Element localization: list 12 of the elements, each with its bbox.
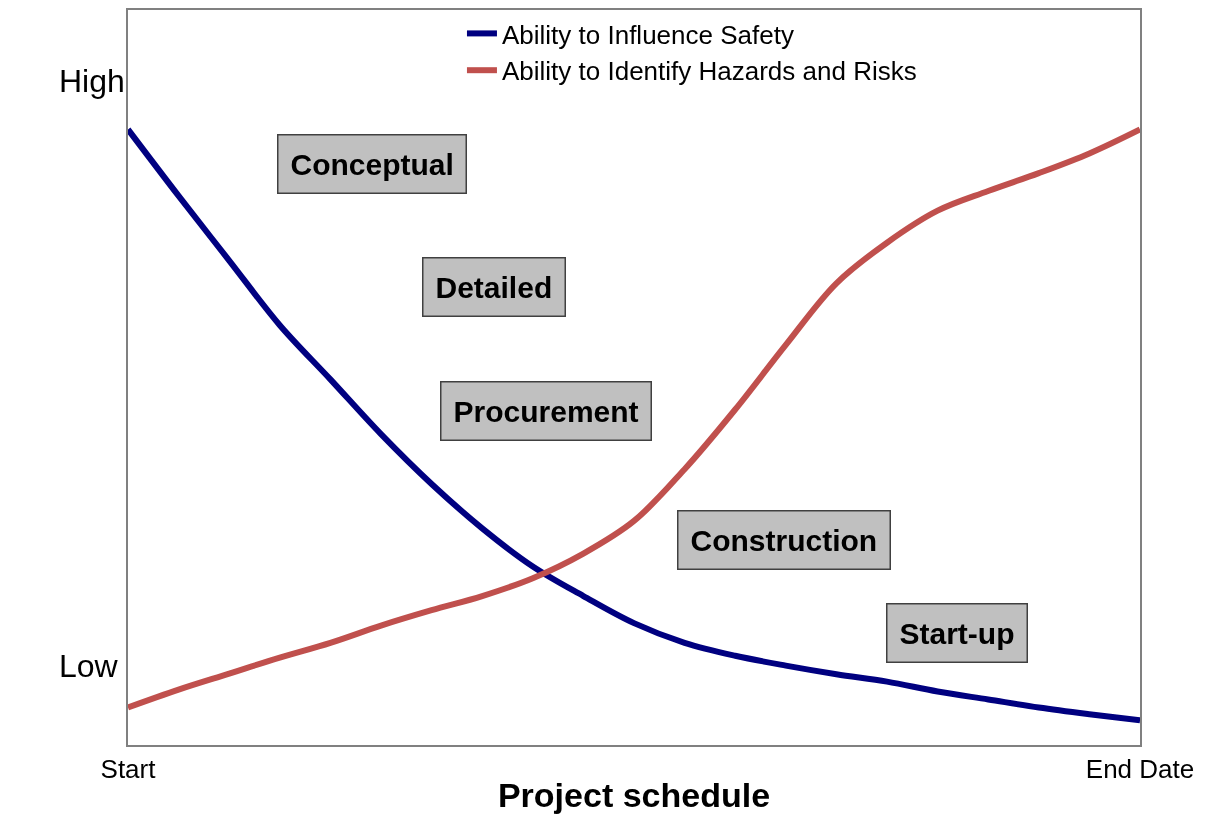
x-tick-label: Start [100, 754, 157, 785]
legend-label: Ability to Identify Hazards and Risks [501, 56, 917, 87]
annotation: Procurement [453, 394, 639, 428]
text: High [59, 63, 125, 99]
annotation: Construction [690, 523, 878, 557]
legend-label: Ability to Influence Safety [501, 19, 794, 50]
annotation: Detailed [435, 270, 553, 304]
text: Low [59, 648, 119, 684]
annotation: Conceptual [290, 147, 454, 181]
annotation: Start-up [899, 616, 1015, 650]
x-axis-title: Project schedule [497, 776, 771, 814]
x-tick-label: End Date [1085, 754, 1195, 785]
